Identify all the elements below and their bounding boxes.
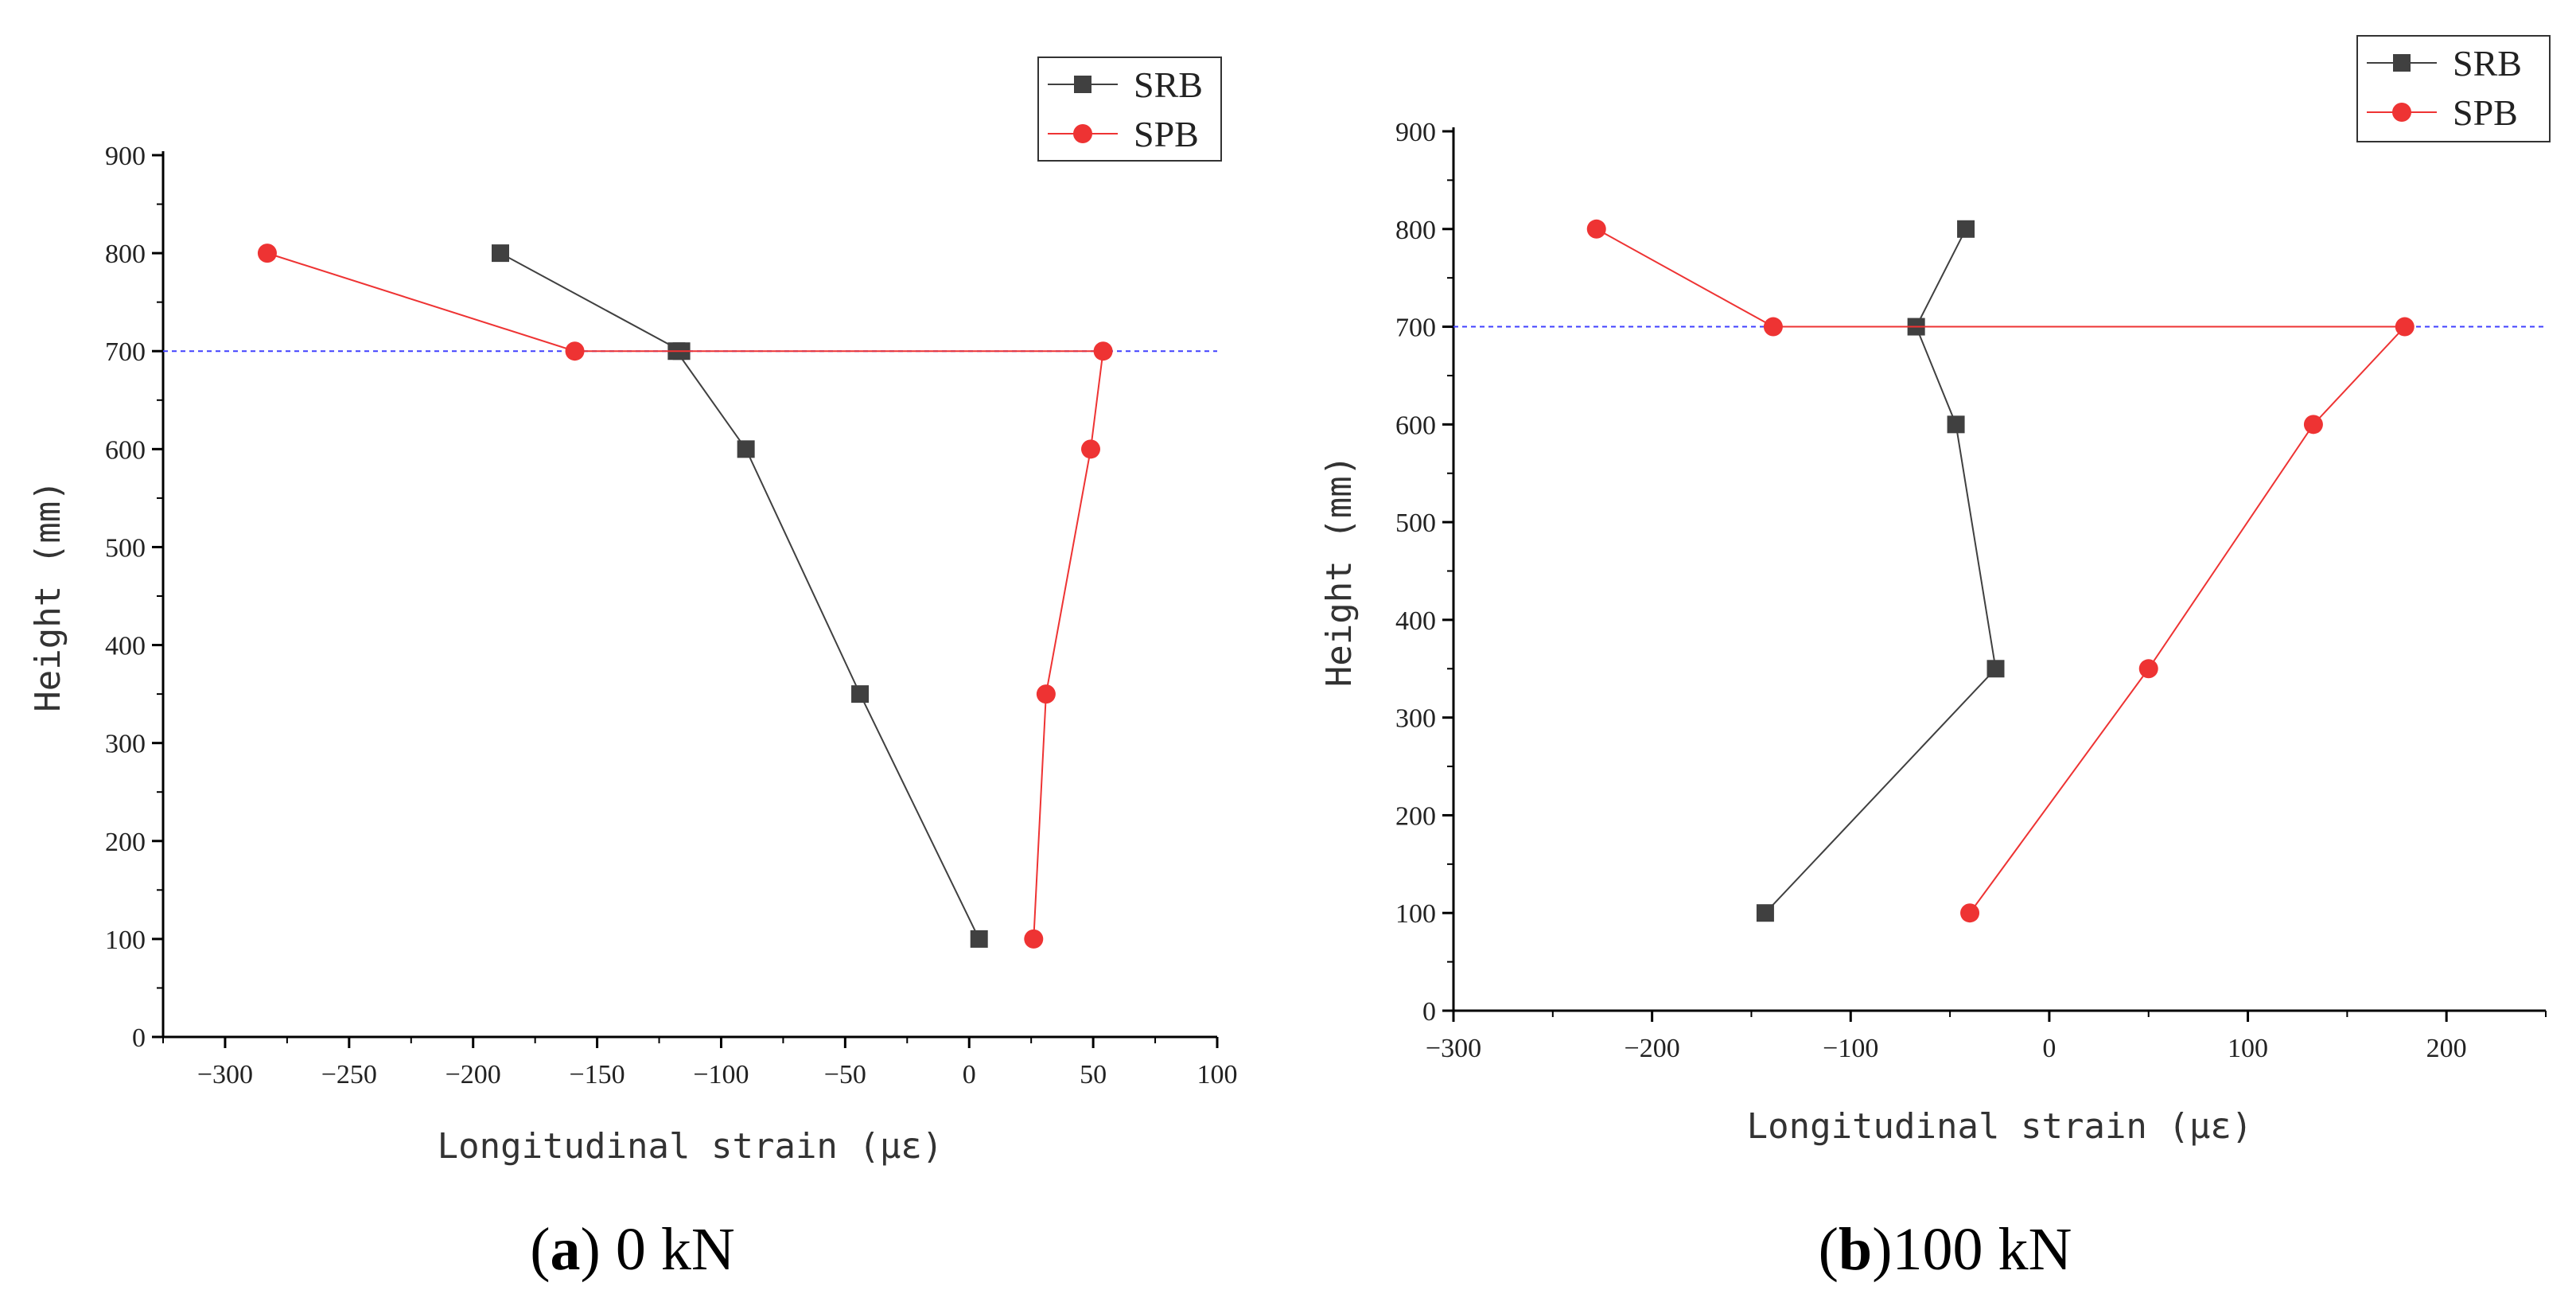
y-tick-label: 900 — [105, 142, 146, 171]
x-tick-label: −100 — [693, 1060, 749, 1089]
data-point-srb — [737, 440, 755, 458]
x-tick-label: 0 — [2042, 1034, 2056, 1063]
legend: SRB SPB — [2356, 35, 2551, 142]
panel-caption: (a) 0 kN — [530, 1216, 735, 1283]
data-point-spb — [2395, 317, 2415, 337]
y-tick-label: 100 — [1395, 899, 1436, 929]
legend: SRB SPB — [1037, 57, 1222, 162]
y-tick-label: 300 — [1395, 704, 1436, 734]
data-point-spb — [1093, 341, 1113, 361]
x-axis-title: Longitudinal strain (με) — [438, 1126, 944, 1167]
data-point-spb — [1036, 684, 1056, 704]
y-tick-label: 600 — [105, 435, 146, 465]
data-point-srb — [1986, 660, 2005, 678]
y-tick-label: 800 — [105, 240, 146, 269]
y-tick-label: 800 — [1395, 216, 1436, 245]
y-tick-label: 100 — [105, 926, 146, 955]
legend-box — [1037, 57, 1222, 162]
y-tick-label: 0 — [1422, 997, 1436, 1027]
data-point-spb — [565, 341, 585, 361]
data-point-srb — [492, 244, 509, 263]
data-point-spb — [1081, 439, 1100, 459]
series-line-srb — [500, 252, 980, 940]
y-tick-label: 700 — [1395, 314, 1436, 343]
y-tick-label: 400 — [1395, 606, 1436, 636]
legend-label-srb: SRB — [1134, 64, 1203, 105]
data-point-spb — [1024, 929, 1044, 949]
data-point-spb — [2303, 415, 2323, 435]
y-tick-label: 600 — [1395, 411, 1436, 440]
legend-label-spb: SPB — [1134, 114, 1199, 154]
y-tick-label: 700 — [105, 337, 146, 367]
series-line-srb — [1765, 228, 1997, 914]
x-tick-label: −150 — [569, 1060, 625, 1089]
panel-caption: (b)100 kN — [1819, 1216, 2072, 1283]
x-axis-title: Longitudinal strain (με) — [1747, 1106, 2253, 1147]
y-tick-label: 500 — [105, 533, 146, 563]
series-line-spb — [267, 252, 1104, 939]
data-point-srb — [851, 685, 870, 704]
y-tick-label: 300 — [105, 730, 146, 759]
chart-panel-b: 0 100 200 300 400 500 600 700 800 900 −300 −200 −100… — [1319, 35, 2551, 1283]
y-tick-label: 500 — [1395, 509, 1436, 538]
data-point-spb — [1586, 219, 1606, 239]
data-point-spb — [257, 244, 277, 263]
x-tick-label: 200 — [2426, 1034, 2467, 1063]
y-tick-label: 400 — [105, 632, 146, 661]
y-tick-label: 0 — [132, 1023, 146, 1053]
y-axis-title: Height (mm) — [28, 480, 68, 711]
data-point-srb — [1957, 220, 1975, 238]
y-tick-label: 900 — [1395, 118, 1436, 147]
legend-marker — [2392, 103, 2411, 122]
data-point-spb — [1960, 903, 1980, 923]
data-point-srb — [1756, 904, 1774, 922]
legend-label-srb: SRB — [2453, 43, 2522, 84]
series-line-spb — [1596, 228, 2407, 914]
y-tick-label: 200 — [105, 828, 146, 857]
x-tick-label: −50 — [824, 1060, 866, 1089]
x-tick-label: 100 — [2228, 1034, 2268, 1063]
data-point-spb — [2138, 659, 2158, 679]
legend-label-spb: SPB — [2453, 92, 2518, 133]
legend-marker — [1074, 76, 1091, 93]
x-tick-label: 50 — [1080, 1060, 1107, 1089]
legend-marker — [1073, 124, 1092, 143]
x-tick-label: −100 — [1823, 1034, 1878, 1063]
x-tick-label: −200 — [446, 1060, 501, 1089]
x-tick-label: 100 — [1197, 1060, 1238, 1089]
x-tick-label: −200 — [1625, 1034, 1680, 1063]
y-axis-title: Height (mm) — [1319, 455, 1360, 687]
data-point-spb — [1763, 317, 1783, 337]
x-tick-label: 0 — [963, 1060, 976, 1089]
y-tick-label: 200 — [1395, 801, 1436, 831]
x-tick-label: −250 — [321, 1060, 377, 1089]
data-point-srb — [1947, 415, 1965, 434]
legend-box — [2356, 35, 2551, 142]
data-point-srb — [970, 930, 988, 948]
legend-marker — [2393, 54, 2411, 72]
x-tick-label: −300 — [197, 1060, 253, 1089]
x-tick-label: −300 — [1426, 1034, 1481, 1063]
